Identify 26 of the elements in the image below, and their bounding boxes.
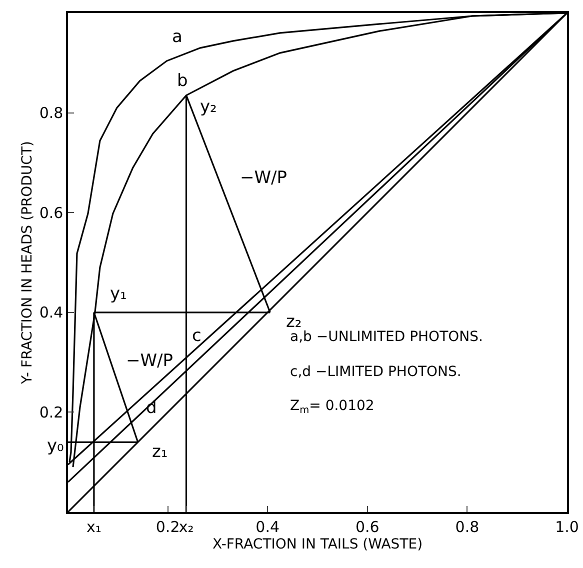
y-tick-label: 0.8	[39, 104, 64, 122]
annotation: z₂	[286, 312, 302, 332]
annotation: Z$_{m}$= 0.0102	[290, 398, 374, 416]
annotation: y₀	[47, 436, 64, 456]
x-tick-label: 1.0	[555, 518, 579, 536]
annotation: z₁	[152, 442, 168, 462]
x-axis-title: X-FRACTION IN TAILS (WASTE)	[212, 536, 423, 553]
annotation: −W/P	[240, 168, 288, 188]
annotation: a,b −UNLIMITED PHOTONS.	[290, 329, 483, 345]
annotation: y₂	[200, 97, 217, 117]
x-tick-label: x₁	[86, 518, 102, 536]
x-tick-label: x₂	[178, 518, 194, 536]
y-tick-label: 0.6	[39, 204, 64, 222]
annotation: y₁	[110, 284, 127, 304]
x-tick-label: 0.8	[455, 518, 480, 536]
annotation: −W/P	[126, 351, 174, 371]
annotation: c	[192, 326, 202, 346]
x-tick-label: 0.6	[355, 518, 380, 536]
annotation: b	[177, 71, 188, 91]
annotation: c,d −LIMITED PHOTONS.	[290, 364, 462, 380]
y-axis-title: Y- FRACTION IN HEADS (PRODUCT)	[19, 141, 36, 385]
x-tick-label: 0.2	[156, 518, 180, 536]
x-tick-label: 0.4	[256, 518, 280, 536]
y-tick-label: 0.4	[39, 304, 64, 322]
y-tick-label: 0.2	[39, 403, 64, 422]
annotation: a	[172, 27, 182, 47]
